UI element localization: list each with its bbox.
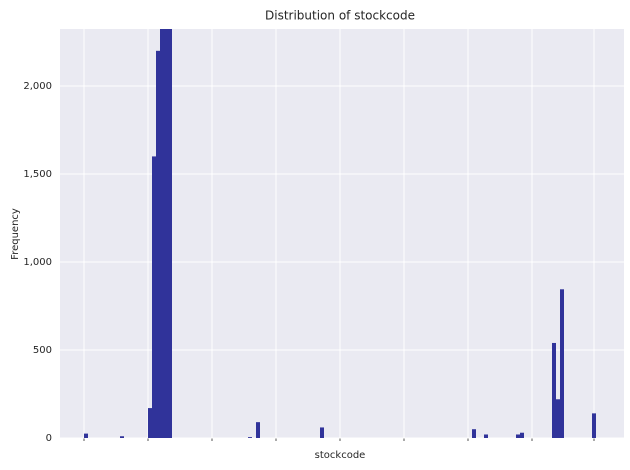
bar [256,422,260,438]
bar [556,399,560,438]
bar [248,437,252,438]
y-tick-label: 1,500 [23,169,52,180]
bar [120,436,124,438]
bar [484,434,488,438]
bar [472,429,476,438]
y-tick-label: 2,000 [23,81,52,92]
bar [320,427,324,438]
bar [160,29,164,438]
bar [152,156,156,439]
bar [156,50,160,438]
y-axis-label: Frequency [10,208,21,260]
bar [164,29,168,438]
bar [148,408,152,438]
bar [552,342,556,438]
x-axis-label: stockcode [315,450,366,461]
bar [84,433,88,438]
chart-title: Distribution of stockcode [265,9,415,23]
y-tick-label: 0 [46,433,52,444]
y-tick-label: 500 [33,345,52,356]
bar [560,289,564,438]
y-tick-label: 1,000 [23,257,52,268]
plot-area [60,29,624,438]
bar [520,432,524,438]
bar [516,434,520,438]
bar [168,29,172,438]
bar [592,413,596,438]
